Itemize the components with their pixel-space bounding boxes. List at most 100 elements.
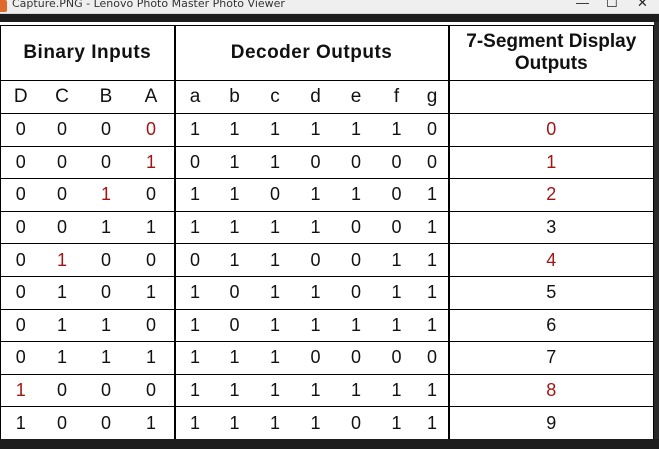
cell-e: 0 xyxy=(335,406,377,440)
viewer-top-border xyxy=(0,14,659,22)
column-header-f: f xyxy=(376,80,417,114)
cell-a: 1 xyxy=(128,406,175,440)
cell-f: 1 xyxy=(376,373,417,408)
viewer-right-border xyxy=(654,22,659,439)
cell-c: 0 xyxy=(40,178,84,212)
cell-c: 1 xyxy=(254,210,296,245)
decoder-outputs-header: Decoder Outputs xyxy=(173,25,450,81)
cell-b: 1 xyxy=(214,341,255,375)
column-header-b: B xyxy=(83,80,129,114)
cell-d: 1 xyxy=(0,406,41,440)
cell-out: 5 xyxy=(447,275,655,310)
cell-b: 1 xyxy=(83,341,129,375)
column-header-display xyxy=(447,80,655,114)
cell-b: 1 xyxy=(83,308,129,343)
cell-g: 1 xyxy=(416,406,449,440)
app-icon xyxy=(0,0,7,12)
cell-a: 0 xyxy=(128,308,175,343)
cell-d: 0 xyxy=(0,145,41,180)
column-header-d: d xyxy=(295,80,336,114)
cell-d: 1 xyxy=(295,406,336,440)
cell-b: 0 xyxy=(83,243,129,277)
cell-out: 7 xyxy=(447,341,655,375)
cell-a: 1 xyxy=(128,275,175,310)
cell-out: 8 xyxy=(447,373,655,408)
cell-a: 0 xyxy=(128,243,175,277)
cell-out: 9 xyxy=(447,406,655,440)
cell-e: 0 xyxy=(335,210,377,245)
cell-d: 1 xyxy=(295,275,336,310)
cell-d: 1 xyxy=(295,373,336,408)
cell-a: 1 xyxy=(128,210,175,245)
cell-b: 1 xyxy=(214,178,255,212)
cell-b: 1 xyxy=(214,210,255,245)
cell-c: 1 xyxy=(40,341,84,375)
column-header-d: D xyxy=(0,80,41,114)
cell-out: 4 xyxy=(447,243,655,277)
column-header-b: b xyxy=(214,80,255,114)
cell-c: 0 xyxy=(40,210,84,245)
cell-c: 0 xyxy=(40,113,84,147)
cell-g: 1 xyxy=(416,243,449,277)
cell-f: 0 xyxy=(376,145,417,180)
cell-b: 0 xyxy=(83,406,129,440)
cell-out: 1 xyxy=(447,145,655,180)
cell-c: 1 xyxy=(40,243,84,277)
cell-a: 1 xyxy=(128,145,175,180)
cell-out: 6 xyxy=(447,308,655,343)
cell-a: 1 xyxy=(128,341,175,375)
cell-f: 0 xyxy=(376,178,417,212)
cell-d: 1 xyxy=(295,113,336,147)
cell-a: 1 xyxy=(173,406,215,440)
cell-c: 0 xyxy=(254,178,296,212)
cell-g: 1 xyxy=(416,210,449,245)
viewer-bottom-border xyxy=(0,439,659,449)
cell-d: 0 xyxy=(0,243,41,277)
cell-f: 0 xyxy=(376,341,417,375)
cell-e: 1 xyxy=(335,373,377,408)
cell-c: 1 xyxy=(254,243,296,277)
cell-d: 0 xyxy=(295,243,336,277)
cell-g: 1 xyxy=(416,275,449,310)
cell-g: 0 xyxy=(416,145,449,180)
binary-inputs-header: Binary Inputs xyxy=(0,25,176,81)
cell-e: 1 xyxy=(335,178,377,212)
cell-b: 0 xyxy=(83,373,129,408)
maximize-icon[interactable]: ☐ xyxy=(606,0,618,10)
cell-c: 1 xyxy=(254,113,296,147)
cell-out: 0 xyxy=(447,113,655,147)
cell-e: 0 xyxy=(335,275,377,310)
cell-a: 1 xyxy=(173,308,215,343)
cell-c: 1 xyxy=(254,406,296,440)
column-header-a: A xyxy=(128,80,175,114)
cell-a: 1 xyxy=(173,178,215,212)
cell-c: 1 xyxy=(254,373,296,408)
cell-c: 1 xyxy=(254,341,296,375)
cell-b: 1 xyxy=(83,178,129,212)
cell-b: 1 xyxy=(83,210,129,245)
cell-b: 0 xyxy=(83,113,129,147)
cell-c: 1 xyxy=(254,275,296,310)
cell-g: 0 xyxy=(416,341,449,375)
minimize-icon[interactable]: — xyxy=(576,0,589,10)
cell-c: 1 xyxy=(40,275,84,310)
cell-d: 0 xyxy=(0,275,41,310)
cell-a: 0 xyxy=(173,145,215,180)
cell-c: 1 xyxy=(254,145,296,180)
cell-c: 1 xyxy=(40,308,84,343)
cell-a: 0 xyxy=(173,243,215,277)
cell-d: 0 xyxy=(0,308,41,343)
close-icon[interactable]: ✕ xyxy=(637,0,648,10)
cell-e: 1 xyxy=(335,308,377,343)
cell-d: 1 xyxy=(295,178,336,212)
image-viewport: Binary Inputs Decoder Outputs 7-Segment … xyxy=(0,22,655,440)
cell-a: 0 xyxy=(128,113,175,147)
column-header-e: e xyxy=(335,80,377,114)
cell-d: 1 xyxy=(295,308,336,343)
